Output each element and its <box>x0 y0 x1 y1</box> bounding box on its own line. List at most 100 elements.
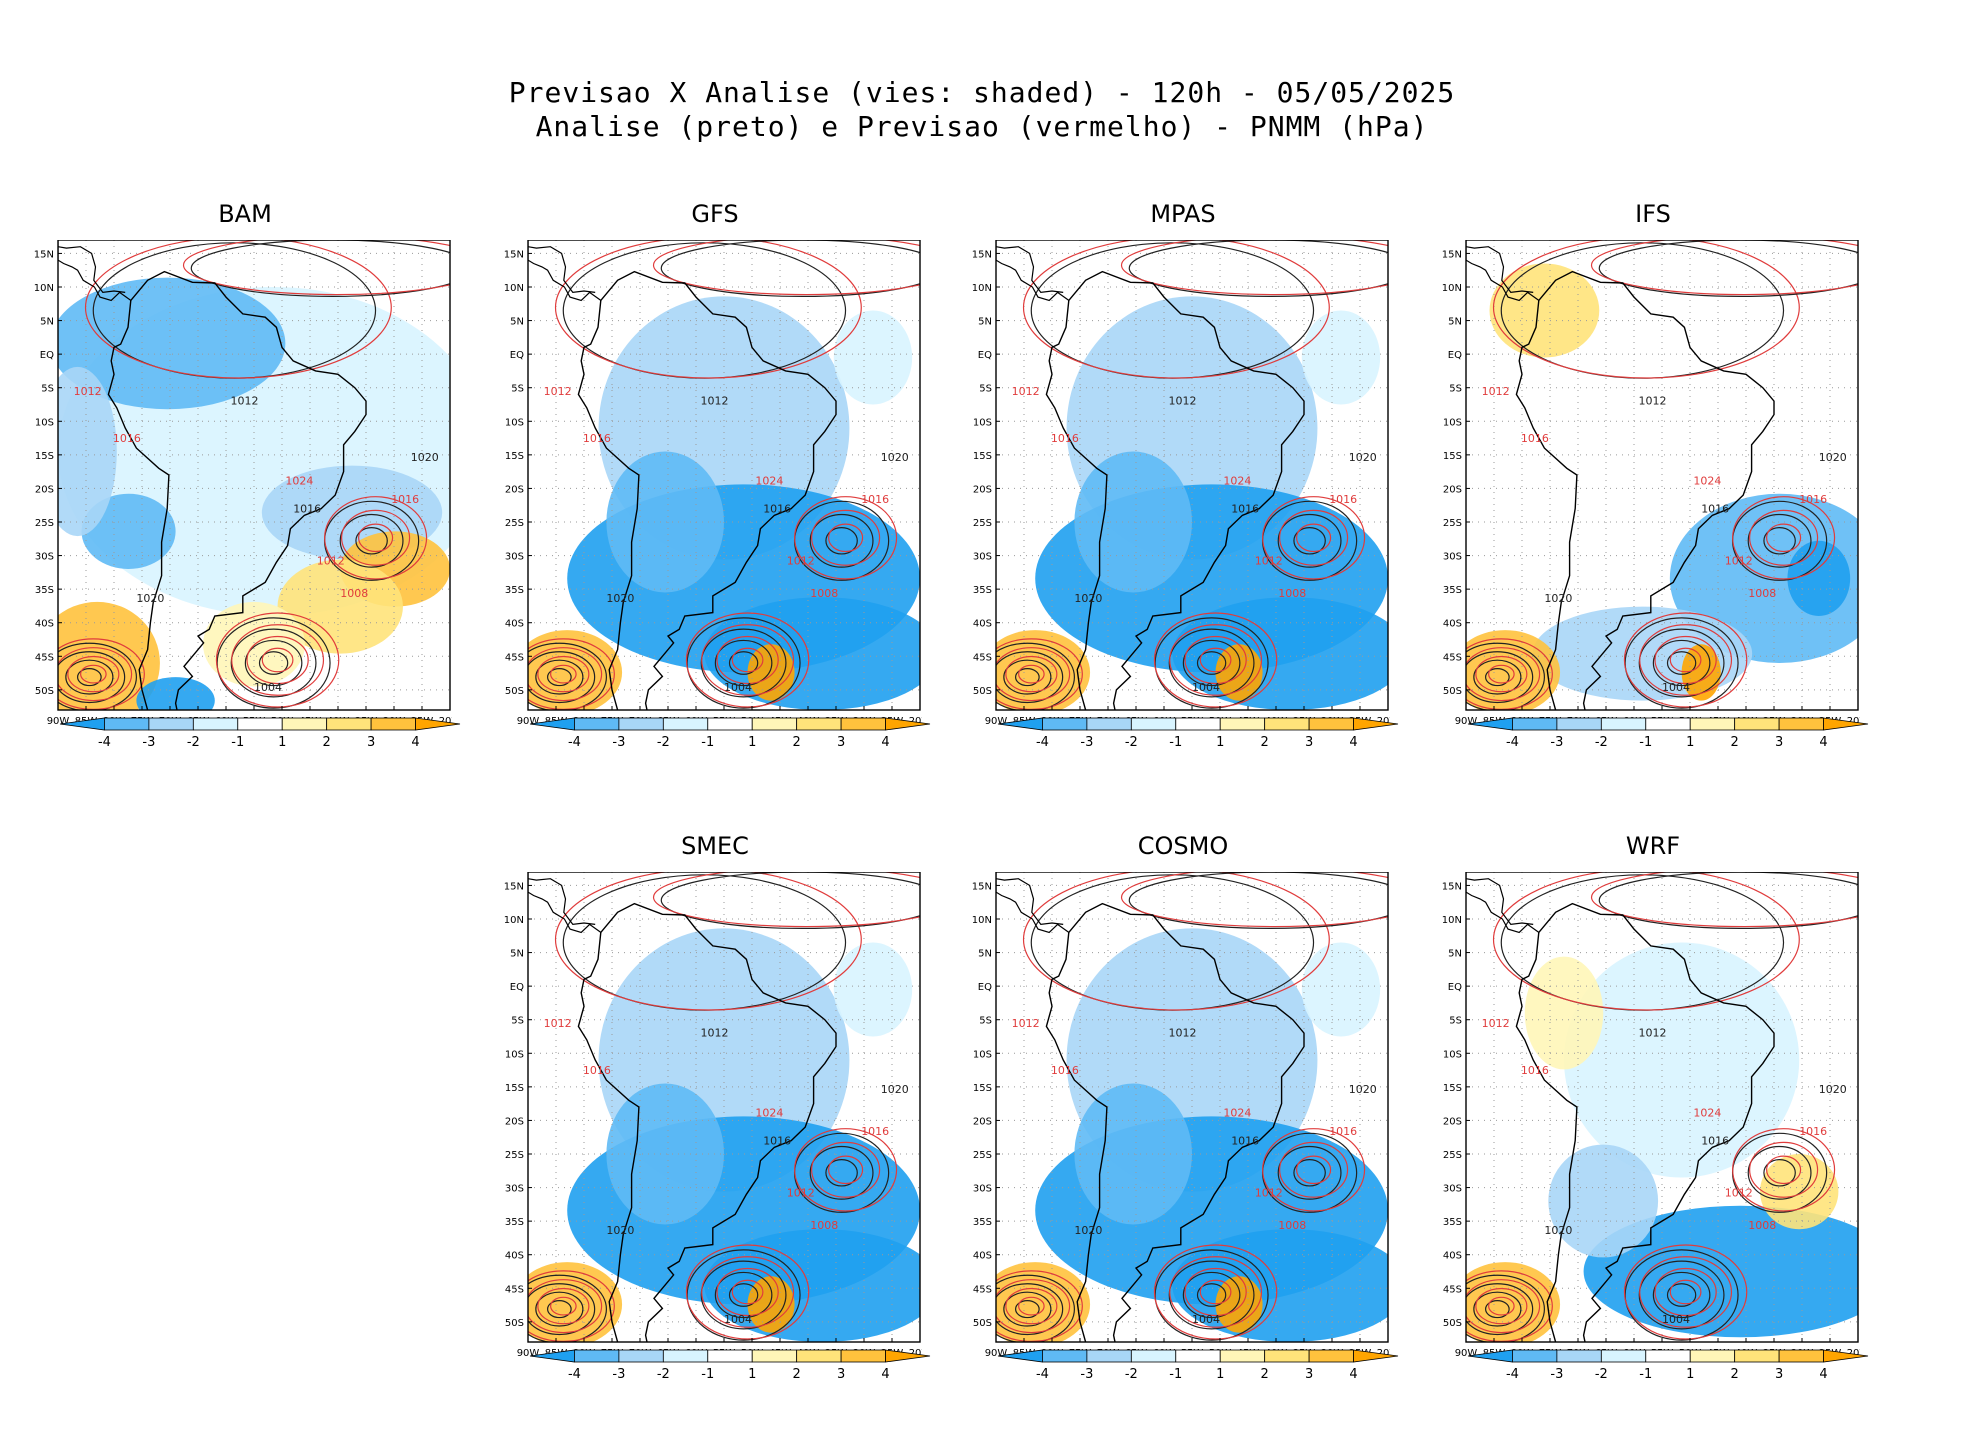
lat-tick-label: 30S <box>973 552 992 563</box>
lat-tick-label: 10N <box>504 283 524 294</box>
colorbar-swatch <box>415 717 461 731</box>
isobar-label: 1024 <box>1693 1106 1721 1119</box>
colorbar-swatch <box>326 717 372 731</box>
lon-tick-label: 90W <box>47 716 70 727</box>
lon-tick-label: 20W <box>1377 1348 1390 1359</box>
colorbar-swatch <box>751 1349 798 1363</box>
colorbar-tick-label: 1 <box>1216 735 1224 750</box>
colorbar-swatch <box>1823 1349 1869 1363</box>
isobar-label: 1012 <box>230 395 258 408</box>
colorbar-swatch <box>1689 1349 1736 1363</box>
colorbar-tick-label: -4 <box>568 735 581 750</box>
isobar-label: 1004 <box>1192 681 1220 694</box>
isobar-label: 1016 <box>1329 493 1357 506</box>
bias-shading <box>1524 956 1604 1070</box>
lat-tick-label: 35S <box>1443 1217 1462 1228</box>
lon-tick-label: 20W <box>1847 716 1860 727</box>
colorbar-swatch <box>1130 717 1177 731</box>
south-america-outline <box>1045 902 1305 1342</box>
isobar-label: 1012 <box>1725 1186 1753 1199</box>
colorbar-swatch <box>1600 1349 1647 1363</box>
colorbar-swatch <box>796 717 842 731</box>
isobar-label: 1012 <box>1012 385 1040 398</box>
lat-tick-label: 35S <box>505 585 524 596</box>
isobar-label: 1020 <box>1074 592 1102 605</box>
south-america-outline <box>1515 270 1775 710</box>
map-bam: 1016 1020 1016 1012 1012 1016 1012 1020 1008 1004… <box>34 240 452 727</box>
colorbar-tick-label: 4 <box>1349 1367 1357 1382</box>
panel-title-wrf: WRF <box>1625 832 1681 860</box>
isobar-label: 1024 <box>755 1106 783 1119</box>
lat-tick-label: 10S <box>973 1049 992 1060</box>
lat-tick-label: 5S <box>979 384 992 395</box>
isobar-label: 1012 <box>1482 385 1510 398</box>
colorbar-tick-label: -1 <box>231 735 244 750</box>
lat-tick-label: 40S <box>1443 1251 1462 1262</box>
lat-tick-label: 25S <box>1443 518 1462 529</box>
isobar-label: 1020 <box>1074 1224 1102 1237</box>
isobar-label: 1008 <box>1748 587 1776 600</box>
lat-tick-label: 5N <box>978 317 992 328</box>
isobar-label: 1012 <box>1482 1017 1510 1030</box>
colorbar-swatch <box>1556 717 1602 731</box>
figure-title-line-1: Previsao X Analise (vies: shaded) - 120h… <box>508 76 1456 109</box>
colorbar-tick-label: 4 <box>1349 735 1357 750</box>
lat-tick-label: 10S <box>1443 417 1462 428</box>
colorbar-swatch <box>751 717 798 731</box>
colorbar-tick-label: 3 <box>1305 735 1313 750</box>
lat-tick-label: 10N <box>1442 915 1462 926</box>
isobar-label: 1020 <box>1349 451 1377 464</box>
colorbar-tick-label: 2 <box>1261 1367 1269 1382</box>
lat-tick-label: 25S <box>973 1150 992 1161</box>
colorbar-swatch <box>1308 1349 1354 1363</box>
lat-tick-label: 10N <box>972 915 992 926</box>
south-america-outline <box>577 270 837 710</box>
lat-tick-label: 35S <box>973 1217 992 1228</box>
bias-shading <box>1548 1144 1659 1258</box>
lat-tick-label: 50S <box>1443 1318 1462 1329</box>
panel-title-ifs: IFS <box>1635 200 1671 228</box>
map-panel-gfs: GFS 1016 1020 1016 1012 1012 1016 1012 1020 1008 1… <box>500 200 931 760</box>
isobar-label: 1020 <box>1819 1083 1847 1096</box>
isobar-label: 1008 <box>1278 587 1306 600</box>
colorbar-swatch <box>1175 1349 1221 1363</box>
colorbar-swatch <box>1308 717 1354 731</box>
isobar-label: 1004 <box>254 681 282 694</box>
isobar-label: 1012 <box>1168 1027 1196 1040</box>
colorbar-tick-label: -3 <box>1550 1367 1563 1382</box>
south-america-outline <box>1515 902 1775 1342</box>
map-cosmo: 1016 1020 1016 1012 1012 1016 1012 1020 1008 1004… <box>972 872 1390 1359</box>
colorbar-swatch <box>104 717 150 731</box>
colorbar-swatch <box>1264 717 1310 731</box>
map-ifs: 1016 1020 1016 1012 1012 1016 1012 1020 1008 1004… <box>1442 240 1860 727</box>
colorbar-swatch <box>192 717 239 731</box>
bias-shading <box>1074 451 1192 593</box>
isobar-label: 1008 <box>1278 1219 1306 1232</box>
lat-tick-label: EQ <box>1448 982 1462 993</box>
colorbar-tick-label: -2 <box>187 735 200 750</box>
lat-tick-label: 45S <box>1443 652 1462 663</box>
lat-tick-label: 30S <box>505 1184 524 1195</box>
lat-tick-label: 40S <box>505 619 524 630</box>
colorbar-swatch <box>1823 717 1869 731</box>
colorbar-tick-label: 1 <box>1686 735 1694 750</box>
colorbar-tick-label: 4 <box>881 1367 889 1382</box>
isobar-label: 1004 <box>1662 681 1690 694</box>
colorbar-swatch <box>997 717 1043 731</box>
isobar-label: 1008 <box>1748 1219 1776 1232</box>
colorbar-swatch <box>796 1349 842 1363</box>
map-panel-bam: BAM 1016 1020 1016 1012 1012 1016 1012 1020 1008 1… <box>30 200 461 760</box>
lat-tick-label: 35S <box>35 585 54 596</box>
lat-tick-label: 25S <box>505 1150 524 1161</box>
colorbar-swatch <box>370 717 416 731</box>
bias-shading <box>1583 1205 1858 1338</box>
lon-tick-label: 20W <box>909 716 922 727</box>
isobar-label: 1020 <box>1544 1224 1572 1237</box>
south-america-outline <box>1045 270 1305 710</box>
lat-tick-label: 45S <box>1443 1284 1462 1295</box>
colorbar-tick-label: 2 <box>793 735 801 750</box>
lat-tick-label: 40S <box>1443 619 1462 630</box>
bias-shading <box>136 677 215 710</box>
colorbar-smec: -4 -3 -2 -1 1 2 3 4 <box>529 1349 931 1382</box>
lon-tick-label: 90W <box>517 1348 540 1359</box>
